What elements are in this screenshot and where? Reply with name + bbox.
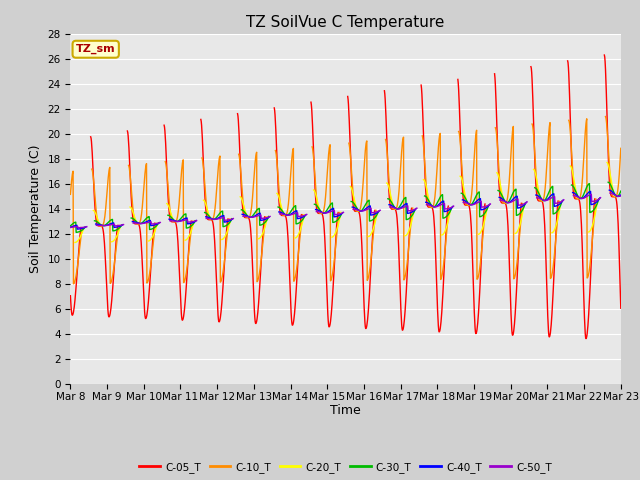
C-50_T [552, 201, 559, 206]
X-axis label: Time: Time [330, 405, 361, 418]
C-10_T [617, 145, 625, 151]
C-10_T [552, 237, 559, 242]
C-30_T [617, 188, 625, 194]
C-30_T [189, 221, 197, 227]
C-50_T [189, 219, 197, 225]
C-40_T [176, 218, 184, 224]
Y-axis label: Soil Temperature (C): Soil Temperature (C) [29, 144, 42, 273]
C-10_T [176, 192, 184, 197]
Line: C-20_T: C-20_T [75, 163, 616, 242]
C-40_T [189, 220, 197, 226]
C-40_T [251, 213, 259, 219]
C-20_T [189, 223, 196, 229]
C-50_T [617, 193, 625, 199]
C-10_T [251, 164, 259, 169]
Line: C-10_T: C-10_T [70, 117, 621, 284]
Legend: C-05_T, C-10_T, C-20_T, C-30_T, C-40_T, C-50_T: C-05_T, C-10_T, C-20_T, C-30_T, C-40_T, … [135, 457, 556, 477]
C-10_T [67, 192, 74, 197]
C-50_T [67, 225, 74, 230]
C-40_T [504, 200, 511, 205]
C-05_T [504, 211, 511, 216]
C-30_T [552, 210, 559, 216]
C-05_T [617, 305, 625, 311]
C-50_T [504, 200, 511, 205]
C-40_T [552, 203, 559, 209]
Line: C-30_T: C-30_T [70, 182, 621, 232]
C-05_T [67, 293, 74, 299]
C-40_T [617, 192, 625, 198]
C-05_T [431, 242, 439, 248]
C-30_T [251, 210, 259, 216]
Line: C-50_T: C-50_T [70, 193, 621, 228]
C-20_T [552, 225, 559, 230]
C-30_T [504, 200, 511, 205]
Title: TZ SoilVue C Temperature: TZ SoilVue C Temperature [246, 15, 445, 30]
Line: C-40_T: C-40_T [70, 190, 621, 229]
C-05_T [251, 314, 259, 320]
C-50_T [431, 204, 439, 210]
C-50_T [176, 218, 184, 224]
Line: C-05_T: C-05_T [70, 55, 621, 338]
C-30_T [431, 203, 439, 209]
C-30_T [176, 217, 184, 223]
Text: TZ_sm: TZ_sm [76, 44, 116, 54]
C-05_T [552, 232, 559, 238]
C-10_T [431, 190, 439, 196]
C-40_T [431, 204, 439, 210]
C-30_T [67, 223, 74, 229]
C-05_T [176, 279, 184, 285]
C-50_T [251, 214, 259, 220]
C-40_T [67, 224, 74, 230]
C-10_T [504, 197, 511, 203]
